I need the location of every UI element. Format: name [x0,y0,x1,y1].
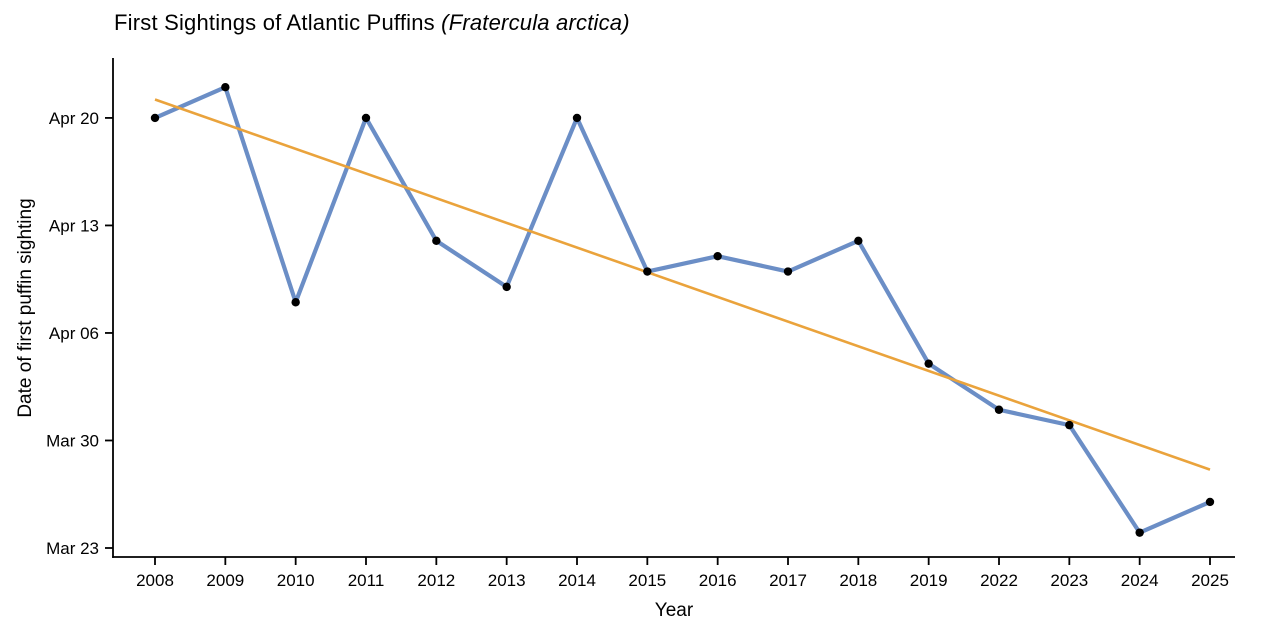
x-tick-label: 2024 [1121,571,1159,590]
y-tick-label: Mar 23 [46,539,99,558]
x-tick-label: 2013 [488,571,526,590]
x-tick-label: 2019 [910,571,948,590]
x-tick-label: 2011 [348,571,385,590]
y-tick-label: Mar 30 [46,431,99,450]
data-point [854,236,863,245]
data-point [924,359,933,368]
chart-title-latin: (Fratercula arctica) [441,10,630,35]
data-point [361,113,371,123]
data-point [783,267,793,276]
data-point [432,236,441,245]
trend-line [154,98,1211,471]
data-point [994,405,1004,414]
data-point [291,298,300,307]
data-point [150,113,160,123]
x-tick-label: 2016 [699,571,737,590]
data-point [1065,420,1074,430]
data-point [221,83,230,92]
x-tick-label: 2012 [417,571,455,590]
y-tick-label: Apr 13 [49,216,99,235]
x-tick-label: 2018 [839,571,877,590]
x-tick-label: 2008 [136,571,174,590]
x-tick-label: 2017 [769,571,807,590]
x-axis-title: Year [654,600,694,621]
x-tick-label: 2025 [1191,571,1229,590]
data-point [643,267,652,276]
x-tick-label: 2010 [277,571,315,590]
x-tick-label: 2014 [558,571,596,590]
x-tick-label: 2015 [628,571,666,590]
data-point [1205,497,1215,507]
x-tick-label: 2023 [1050,571,1088,590]
chart-title: First Sightings of Atlantic Puffins (Fra… [114,10,630,36]
sightings-line [152,85,1213,535]
y-tick-label: Apr 06 [49,324,99,343]
data-point [713,251,722,261]
x-tick-label: 2009 [206,571,244,590]
data-point [1135,528,1144,537]
y-tick-label: Apr 20 [49,109,99,128]
data-point [502,282,511,292]
x-tick-label: 2022 [980,571,1018,590]
data-point [572,113,582,123]
chart-title-main: First Sightings of Atlantic Puffins [114,10,442,35]
